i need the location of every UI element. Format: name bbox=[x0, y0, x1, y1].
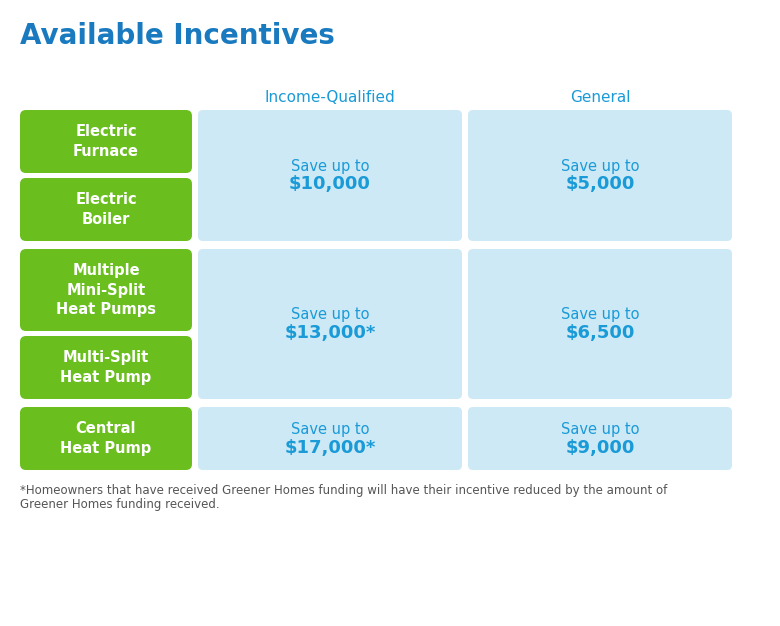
FancyBboxPatch shape bbox=[468, 407, 732, 470]
Text: Income-Qualified: Income-Qualified bbox=[264, 90, 395, 105]
Text: $13,000*: $13,000* bbox=[285, 324, 376, 342]
Text: Save up to: Save up to bbox=[561, 422, 640, 437]
Text: General: General bbox=[569, 90, 630, 105]
Text: Available Incentives: Available Incentives bbox=[20, 22, 335, 50]
Text: Electric
Boiler: Electric Boiler bbox=[75, 192, 136, 227]
FancyBboxPatch shape bbox=[198, 407, 462, 470]
FancyBboxPatch shape bbox=[20, 249, 192, 331]
FancyBboxPatch shape bbox=[198, 110, 462, 241]
Text: $17,000*: $17,000* bbox=[285, 438, 376, 456]
Text: Greener Homes funding received.: Greener Homes funding received. bbox=[20, 498, 220, 511]
Text: Save up to: Save up to bbox=[291, 422, 369, 437]
Text: Save up to: Save up to bbox=[561, 159, 640, 174]
Text: Multi-Split
Heat Pump: Multi-Split Heat Pump bbox=[60, 351, 151, 384]
Text: Central
Heat Pump: Central Heat Pump bbox=[60, 421, 151, 456]
Text: $9,000: $9,000 bbox=[566, 438, 635, 456]
Text: Electric
Furnace: Electric Furnace bbox=[73, 125, 139, 158]
FancyBboxPatch shape bbox=[20, 407, 192, 470]
Text: $10,000: $10,000 bbox=[289, 175, 371, 193]
FancyBboxPatch shape bbox=[20, 110, 192, 173]
FancyBboxPatch shape bbox=[20, 336, 192, 399]
Text: Save up to: Save up to bbox=[291, 307, 369, 322]
Text: Multiple
Mini-Split
Heat Pumps: Multiple Mini-Split Heat Pumps bbox=[56, 264, 156, 317]
Text: Save up to: Save up to bbox=[561, 307, 640, 322]
FancyBboxPatch shape bbox=[20, 178, 192, 241]
FancyBboxPatch shape bbox=[468, 249, 732, 399]
FancyBboxPatch shape bbox=[468, 110, 732, 241]
Text: $5,000: $5,000 bbox=[566, 175, 635, 193]
Text: $6,500: $6,500 bbox=[566, 324, 635, 342]
FancyBboxPatch shape bbox=[198, 249, 462, 399]
Text: Save up to: Save up to bbox=[291, 159, 369, 174]
Text: *Homeowners that have received Greener Homes funding will have their incentive r: *Homeowners that have received Greener H… bbox=[20, 484, 667, 497]
